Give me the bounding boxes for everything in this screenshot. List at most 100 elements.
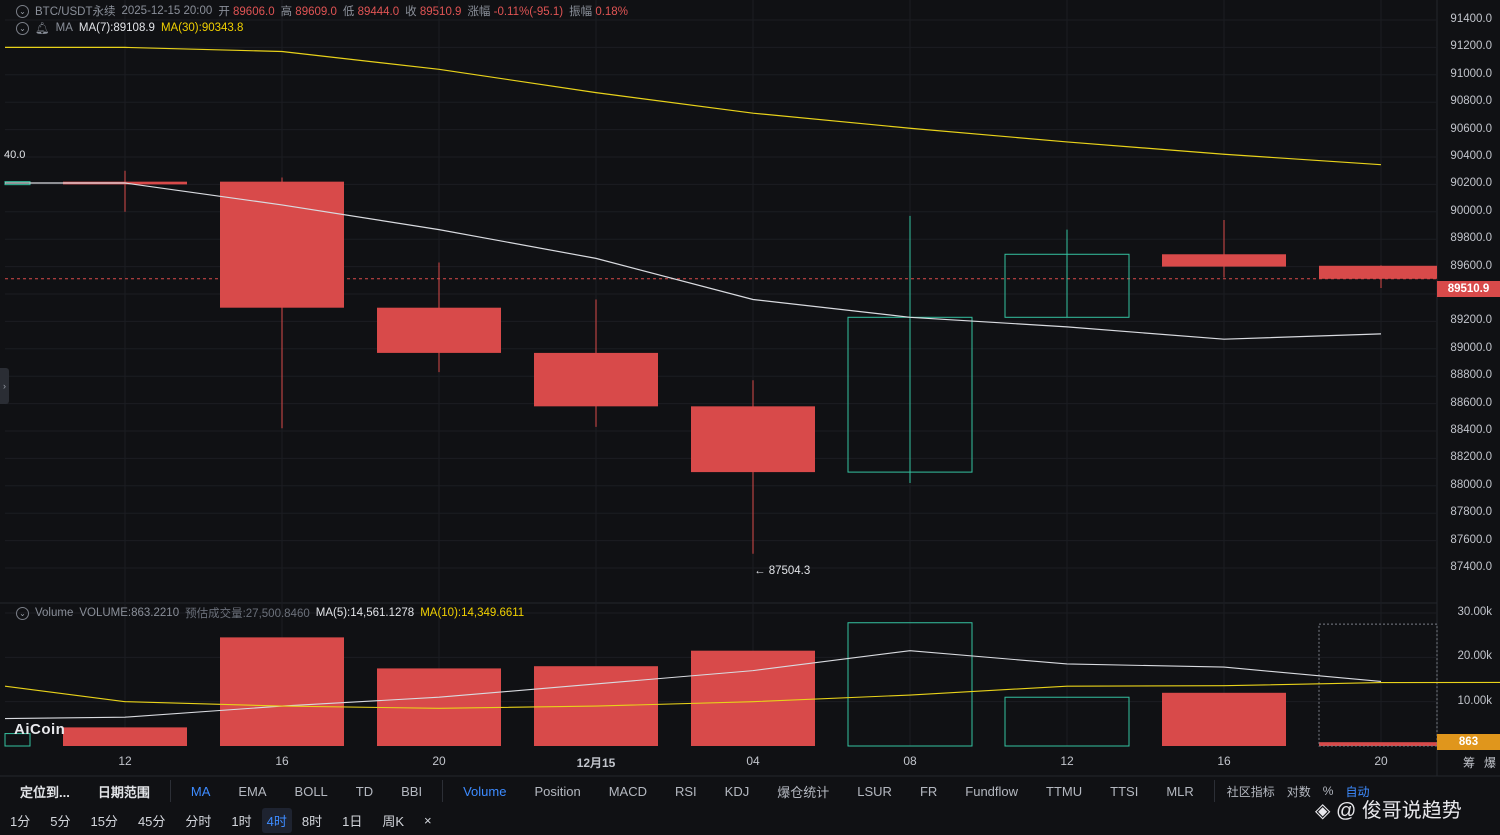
toolbar-item[interactable]: TD	[355, 783, 374, 799]
toolbar-item[interactable]: Volume	[463, 783, 507, 799]
timeframe-option[interactable]: 1日	[342, 814, 363, 829]
bell-icon[interactable]: 🔔︎	[35, 23, 50, 35]
volume-bar	[220, 637, 344, 746]
toolbar-item[interactable]: FR	[919, 783, 938, 799]
toolbar-item[interactable]: BBI	[401, 783, 423, 799]
price-axis-tick: 89600.0	[1450, 259, 1492, 272]
price-axis-tick: 87800.0	[1450, 506, 1492, 519]
toolbar-item[interactable]: Position	[534, 783, 581, 799]
price-axis-tick: 90000.0	[1450, 204, 1492, 217]
change-value: -0.11%(-95.1)	[493, 6, 564, 18]
toolbar-item[interactable]: 对数	[1286, 784, 1311, 799]
datetime-label: 2025-12-15 20:00	[121, 5, 213, 17]
toolbar-item[interactable]: BOLL	[294, 783, 328, 799]
toolbar-item[interactable]: 日期范围	[97, 784, 150, 800]
price-axis-tick: 88400.0	[1450, 424, 1492, 436]
timeframe-option[interactable]: 分时	[185, 814, 212, 829]
chart-mode-toggle[interactable]: 筹	[1463, 756, 1476, 770]
candle-body	[377, 307, 501, 353]
ma30-value: MA(30):90343.8	[160, 22, 244, 34]
timeframe-bar: 1分 5分 15分 45分 分时 1时 4时 8时 1日 周K ×	[0, 806, 1500, 835]
volume-indicator-label: Volume	[35, 607, 74, 619]
timeframe-option[interactable]: 5分	[50, 814, 71, 829]
time-axis-tick: 04	[746, 754, 760, 768]
sidebar-toggle-handle[interactable]: ›	[0, 368, 9, 404]
volume-ma5-line	[4, 650, 1382, 720]
timeframe-option[interactable]: 周K	[382, 814, 405, 829]
price-axis-tick: 88200.0	[1450, 451, 1492, 464]
low-marker: ← 87504.3	[754, 565, 811, 577]
volume-bar	[847, 622, 973, 747]
time-axis-tick: 20	[1374, 754, 1388, 768]
candle-body	[220, 181, 344, 308]
toolbar-item[interactable]: 爆仓统计	[777, 784, 830, 800]
high-value: 89609.0	[295, 6, 337, 18]
close-label: 收	[405, 6, 417, 18]
watermark-text: @ 俊哥说趋势	[1335, 800, 1462, 822]
estimated-volume: 预估成交量:27,500.8460	[185, 608, 310, 620]
volume-axis-tick: 30.00k	[1457, 606, 1492, 618]
price-axis-tick: 88800.0	[1450, 369, 1492, 382]
toolbar-item[interactable]: %	[1322, 784, 1334, 798]
volume-ma5: MA(5):14,561.1278	[315, 607, 415, 619]
timeframe-option[interactable]: 4时	[261, 808, 292, 833]
toolbar-item[interactable]: RSI	[675, 783, 697, 799]
volume-bar	[1319, 742, 1437, 746]
collapse-icon[interactable]: ⌄	[16, 4, 29, 18]
candle-body	[534, 352, 658, 407]
volume-bar	[691, 650, 815, 746]
ma7-line	[5, 182, 1382, 340]
price-axis-tick: 90800.0	[1450, 95, 1492, 108]
left-partial-price: 40.0	[4, 149, 26, 161]
candle-body	[1004, 253, 1130, 318]
price-axis-tick: 91000.0	[1450, 67, 1492, 80]
close-timeframes-icon[interactable]: ×	[424, 813, 432, 828]
toolbar-item[interactable]: EMA	[238, 783, 267, 799]
toolbar-item[interactable]: 自动	[1345, 784, 1370, 799]
aicoin-logo: AiCoin	[14, 721, 65, 738]
ma30-line	[5, 46, 1382, 166]
time-axis-tick: 12月15	[576, 756, 616, 770]
toolbar-item[interactable]: 定位到...	[20, 784, 70, 800]
volume-axis-tick: 10.00k	[1457, 694, 1492, 707]
timeframe-option[interactable]: 1分	[10, 814, 31, 829]
toolbar-item[interactable]: MLR	[1166, 783, 1194, 799]
timeframe-option[interactable]: 1时	[231, 814, 252, 829]
collapse-icon[interactable]: ⌄	[16, 606, 29, 620]
time-axis-tick: 20	[432, 754, 446, 768]
timeframe-option[interactable]: 8时	[301, 814, 323, 829]
volume-bar	[1004, 696, 1130, 747]
open-label: 开	[218, 6, 230, 18]
toolbar-item[interactable]: KDJ	[724, 783, 750, 799]
chart-mode-toggle[interactable]: 爆	[1484, 756, 1497, 770]
toolbar-item[interactable]: MACD	[608, 783, 647, 799]
toolbar-item[interactable]: TTMU	[1046, 783, 1083, 799]
collapse-icon[interactable]: ⌄	[16, 21, 29, 35]
timeframe-option[interactable]: 45分	[137, 814, 166, 829]
volume-value: VOLUME:863.2210	[79, 607, 180, 619]
price-axis-tick: 88000.0	[1450, 478, 1492, 491]
toolbar-item[interactable]: LSUR	[857, 783, 892, 799]
candle-body	[1319, 265, 1437, 279]
volume-ma10-line	[124, 681, 1500, 709]
toolbar-item[interactable]: Fundflow	[965, 783, 1019, 799]
timeframe-option[interactable]: 15分	[90, 814, 118, 829]
toolbar-item[interactable]: MA	[190, 783, 211, 799]
toolbar-item[interactable]: 社区指标	[1226, 784, 1275, 799]
watermark: ◈ @ 俊哥说趋势	[1315, 794, 1462, 823]
toolbar-item[interactable]: TTSI	[1110, 783, 1139, 799]
high-label: 高	[280, 6, 293, 18]
ma-indicator-label: MA	[55, 22, 73, 34]
volume-ma10: MA(10):14,349.6611	[420, 607, 525, 619]
symbol-label: BTC/USDT永续	[35, 6, 116, 18]
time-axis-tick: 16	[275, 754, 289, 768]
time-axis-tick: 08	[903, 754, 917, 768]
volume-bar	[63, 727, 187, 746]
price-axis-tick: 89800.0	[1450, 232, 1492, 245]
low-label: 低	[342, 6, 355, 18]
ma7-value: MA(7):89108.9	[78, 22, 155, 34]
time-axis-tick: 12	[1060, 754, 1074, 768]
price-axis-tick: 91400.0	[1450, 13, 1492, 25]
price-axis-tick: 87600.0	[1450, 533, 1492, 546]
